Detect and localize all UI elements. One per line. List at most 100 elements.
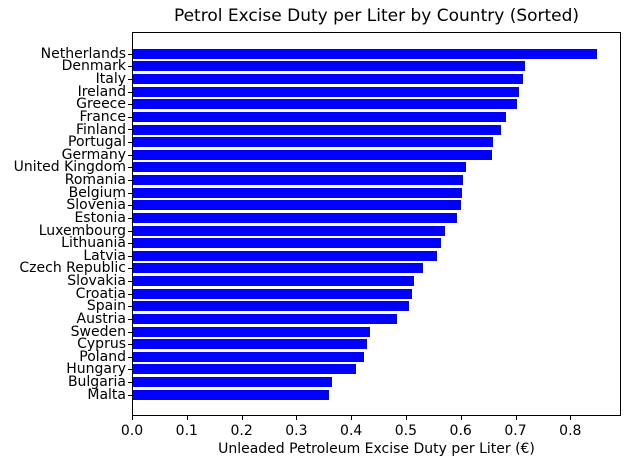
bar-italy bbox=[133, 74, 524, 84]
y-tick-label: Romania bbox=[64, 172, 126, 188]
y-tick-label: Latvia bbox=[83, 247, 126, 264]
y-tick-mark bbox=[128, 167, 132, 168]
y-tick-label: Germany bbox=[61, 146, 126, 163]
y-tick-label: Hungary bbox=[66, 361, 126, 378]
y-tick-label: Belgium bbox=[68, 184, 126, 201]
y-tick-label: Poland bbox=[79, 348, 126, 365]
bar-malta bbox=[133, 389, 330, 400]
y-tick-mark bbox=[128, 129, 132, 130]
bar-hungary bbox=[133, 364, 356, 375]
x-tick-mark bbox=[132, 416, 133, 420]
y-tick-label: France bbox=[79, 108, 126, 125]
bar-ireland bbox=[133, 86, 520, 97]
y-tick-label: Austria bbox=[76, 310, 126, 327]
x-tick-label: 0.2 bbox=[230, 423, 253, 439]
x-tick-label: 0.7 bbox=[504, 423, 527, 439]
plot-area bbox=[132, 32, 621, 416]
y-tick-mark bbox=[128, 231, 132, 232]
y-tick-mark bbox=[128, 332, 132, 333]
bar-luxembourg bbox=[133, 225, 446, 236]
y-tick-mark bbox=[128, 294, 132, 295]
x-tick-label: 0.3 bbox=[285, 423, 308, 439]
x-tick-mark bbox=[241, 416, 243, 420]
y-tick-mark bbox=[128, 268, 132, 269]
bars-layer bbox=[133, 33, 620, 415]
y-tick-label: Greece bbox=[76, 96, 126, 113]
y-tick-mark bbox=[128, 104, 132, 105]
x-tick-label: 0.0 bbox=[120, 423, 144, 439]
y-tick-mark bbox=[128, 256, 132, 257]
bar-bulgaria bbox=[133, 377, 332, 388]
y-tick-mark bbox=[128, 243, 132, 244]
y-tick-label: Sweden bbox=[70, 323, 126, 340]
bar-spain bbox=[133, 301, 410, 312]
y-tick-mark bbox=[128, 79, 132, 80]
y-tick-mark bbox=[128, 281, 132, 282]
bar-finland bbox=[133, 124, 501, 135]
y-tick-label: Finland bbox=[75, 121, 126, 138]
y-tick-mark bbox=[128, 155, 132, 156]
x-tick-mark bbox=[405, 416, 407, 420]
bar-lithuania bbox=[133, 238, 441, 249]
bar-united-kingdom bbox=[133, 162, 467, 173]
bar-germany bbox=[133, 149, 492, 160]
y-tick-mark bbox=[128, 142, 132, 143]
y-tick-mark bbox=[128, 218, 132, 219]
x-tick-label: 0.4 bbox=[340, 423, 363, 439]
y-tick-label: Italy bbox=[95, 71, 126, 87]
x-tick-label: 0.1 bbox=[175, 423, 198, 439]
y-tick-mark bbox=[128, 395, 132, 396]
bar-portugal bbox=[133, 137, 494, 148]
y-tick-mark bbox=[128, 382, 132, 383]
y-tick-label: Netherlands bbox=[40, 45, 126, 62]
y-tick-label: Czech Republic bbox=[19, 260, 126, 277]
y-tick-label: Spain bbox=[86, 298, 126, 315]
bar-france bbox=[133, 111, 507, 122]
y-tick-label: Bulgaria bbox=[67, 374, 126, 391]
x-tick-mark bbox=[351, 416, 353, 420]
bar-romania bbox=[133, 175, 464, 185]
y-tick-label: Portugal bbox=[68, 134, 126, 151]
y-tick-label: Slovenia bbox=[66, 197, 126, 214]
bar-czech-republic bbox=[133, 263, 424, 274]
chart-title: Petrol Excise Duty per Liter by Country … bbox=[173, 6, 580, 26]
x-tick-label: 0.8 bbox=[559, 423, 582, 439]
x-tick-mark bbox=[570, 416, 572, 420]
bar-slovenia bbox=[133, 200, 461, 211]
y-tick-label: Slovakia bbox=[67, 273, 126, 289]
bar-croatia bbox=[133, 288, 413, 299]
x-tick-mark bbox=[296, 416, 298, 420]
x-tick-label: 0.6 bbox=[449, 423, 472, 439]
bar-netherlands bbox=[133, 48, 597, 59]
x-tick-label: 0.5 bbox=[394, 423, 418, 439]
x-tick-mark bbox=[186, 416, 188, 420]
y-tick-label: United Kingdom bbox=[13, 159, 126, 176]
y-tick-mark bbox=[128, 92, 132, 93]
y-tick-label: Malta bbox=[87, 386, 126, 403]
y-tick-label: Cyprus bbox=[77, 336, 126, 353]
bar-latvia bbox=[133, 250, 437, 261]
y-tick-mark bbox=[128, 357, 132, 358]
y-tick-label: Lithuania bbox=[61, 235, 126, 252]
y-tick-label: Luxembourg bbox=[38, 222, 126, 239]
x-tick-mark bbox=[515, 416, 517, 420]
bar-denmark bbox=[133, 61, 526, 72]
y-tick-mark bbox=[128, 319, 132, 320]
x-tick-mark bbox=[460, 416, 462, 420]
y-tick-label: Ireland bbox=[77, 83, 126, 100]
bar-greece bbox=[133, 99, 517, 110]
y-tick-label: Denmark bbox=[61, 58, 126, 75]
bar-cyprus bbox=[133, 339, 368, 350]
y-tick-mark bbox=[128, 306, 132, 307]
bar-belgium bbox=[133, 187, 462, 198]
y-tick-mark bbox=[128, 117, 132, 118]
y-tick-mark bbox=[128, 193, 132, 194]
x-axis-title: Unleaded Petroleum Excise Duty per Liter… bbox=[218, 441, 535, 457]
y-tick-label: Estonia bbox=[74, 209, 126, 226]
bar-estonia bbox=[133, 212, 458, 223]
y-tick-mark bbox=[128, 205, 132, 206]
bar-slovakia bbox=[133, 276, 414, 286]
y-tick-mark bbox=[128, 344, 132, 345]
y-tick-label: Croatia bbox=[75, 285, 126, 302]
